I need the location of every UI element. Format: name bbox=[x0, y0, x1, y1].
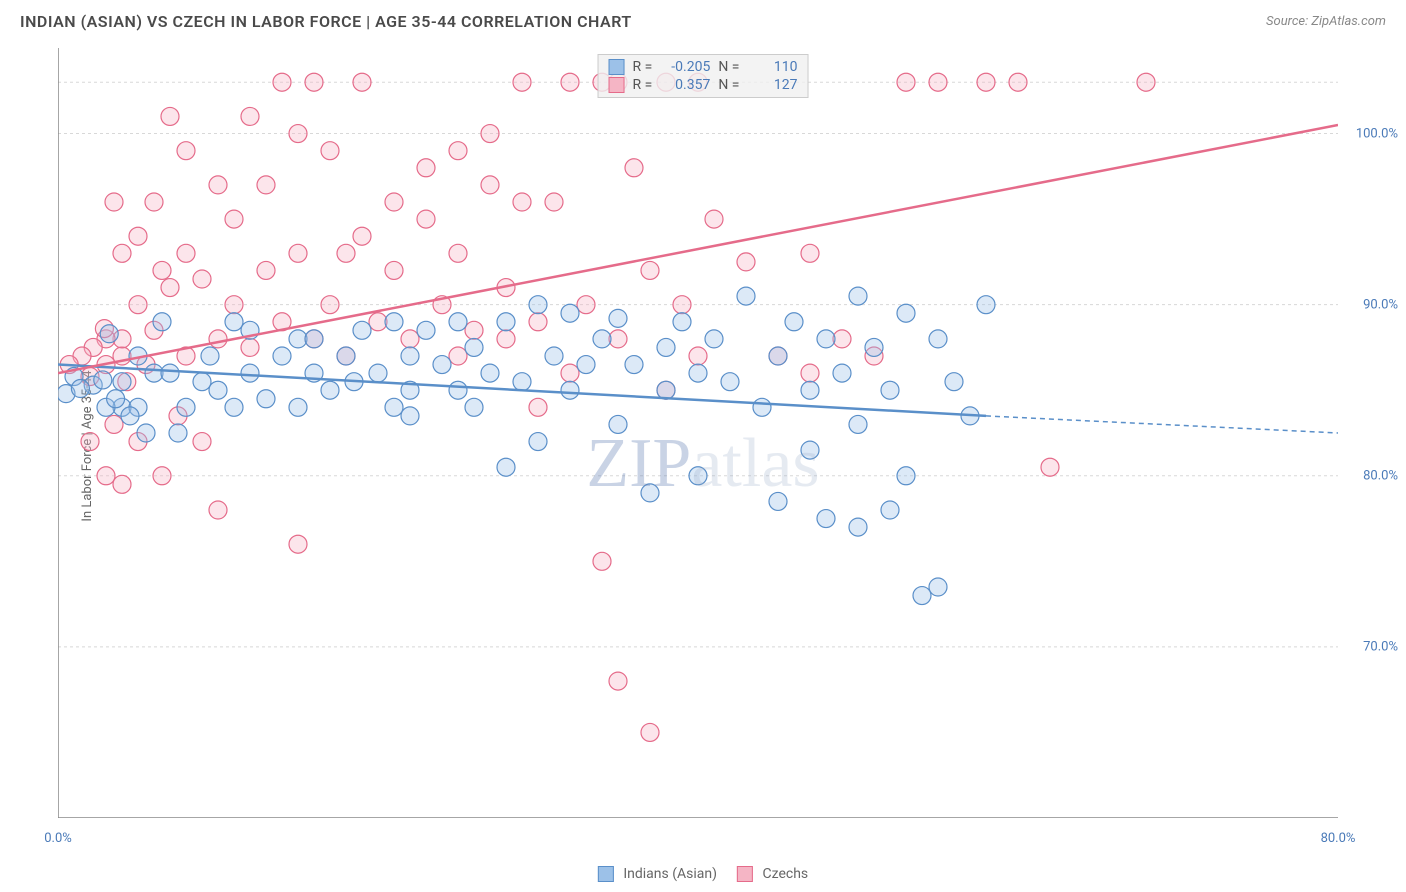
n-value: 127 bbox=[747, 77, 797, 93]
n-value: 110 bbox=[747, 59, 797, 75]
chart-header: INDIAN (ASIAN) VS CZECH IN LABOR FORCE |… bbox=[0, 0, 1406, 39]
swatch-icon bbox=[737, 866, 753, 882]
legend-label: Indians (Asian) bbox=[623, 866, 717, 882]
swatch-icon bbox=[598, 866, 614, 882]
swatch-icon bbox=[609, 77, 625, 93]
swatch-icon bbox=[609, 59, 625, 75]
r-label: R = bbox=[633, 59, 653, 75]
chart-source: Source: ZipAtlas.com bbox=[1266, 14, 1386, 29]
legend-label: Czechs bbox=[763, 866, 809, 882]
x-tick-label: 80.0% bbox=[1321, 831, 1356, 846]
r-value: -0.205 bbox=[660, 59, 710, 75]
r-value: 0.357 bbox=[660, 77, 710, 93]
r-label: R = bbox=[633, 77, 653, 93]
stats-row-1: R = -0.205 N = 110 bbox=[609, 59, 798, 75]
stats-box: R = -0.205 N = 110 R = 0.357 N = 127 bbox=[598, 54, 809, 98]
stats-row-2: R = 0.357 N = 127 bbox=[609, 77, 798, 93]
scatter-plot bbox=[58, 48, 1338, 818]
legend-item-2: Czechs bbox=[737, 866, 808, 882]
chart-area: 70.0%80.0%90.0%100.0% 0.0%80.0% bbox=[58, 48, 1338, 818]
x-tick-label: 0.0% bbox=[44, 831, 72, 846]
footer-legend: Indians (Asian) Czechs bbox=[598, 866, 808, 882]
legend-item-1: Indians (Asian) bbox=[598, 866, 717, 882]
y-tick-label: 80.0% bbox=[1363, 468, 1398, 483]
y-tick-label: 100.0% bbox=[1356, 126, 1398, 141]
y-tick-label: 70.0% bbox=[1363, 639, 1398, 654]
chart-title: INDIAN (ASIAN) VS CZECH IN LABOR FORCE |… bbox=[20, 12, 632, 31]
y-tick-label: 90.0% bbox=[1363, 297, 1398, 312]
n-label: N = bbox=[718, 77, 739, 93]
n-label: N = bbox=[718, 59, 739, 75]
